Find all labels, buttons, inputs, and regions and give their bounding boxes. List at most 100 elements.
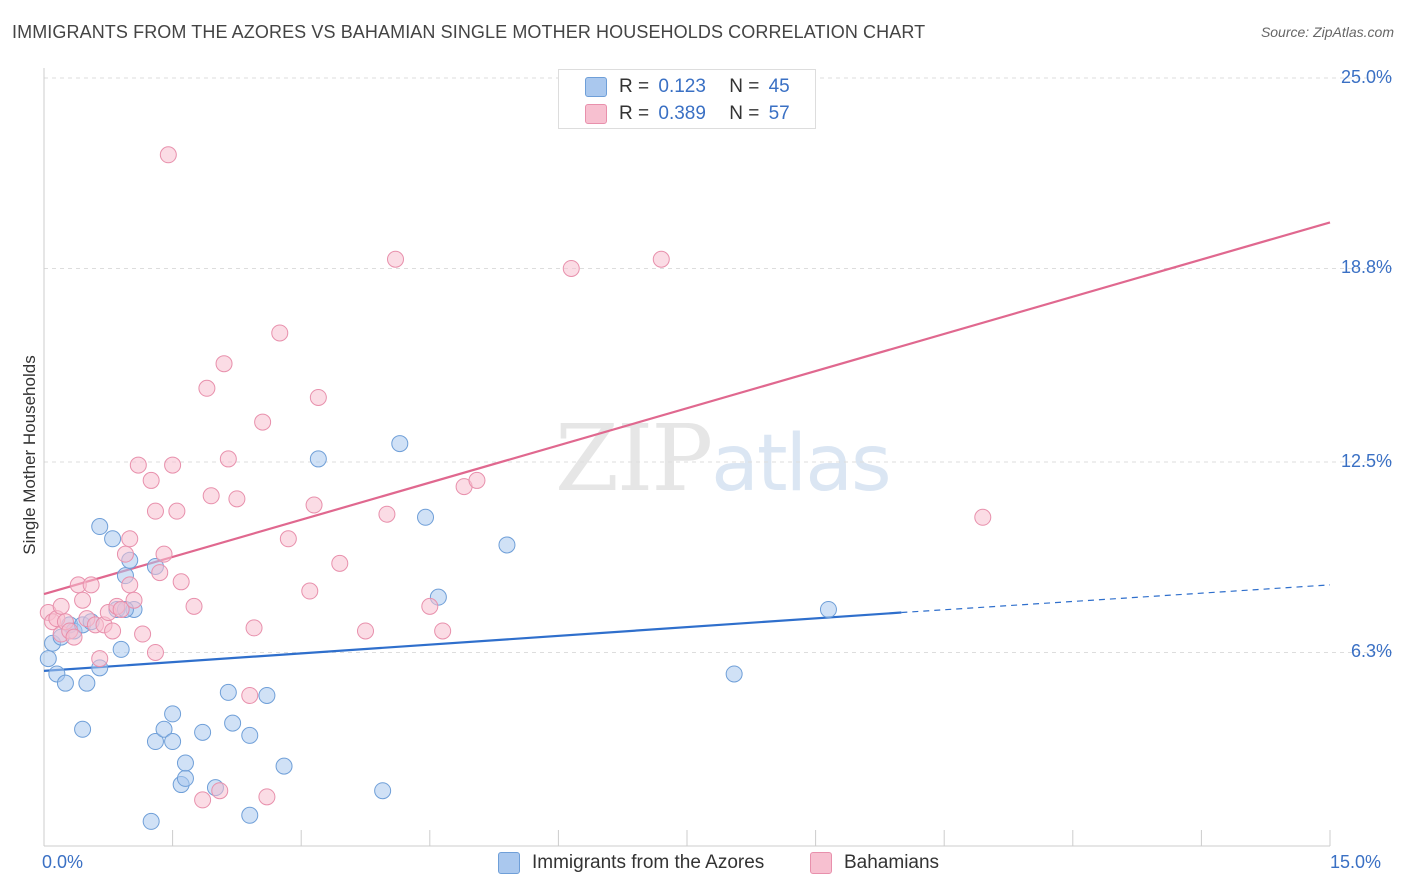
data-point [725,665,743,683]
watermark-atlas: atlas [711,419,891,509]
data-point [434,622,452,640]
data-point [134,625,152,643]
data-point [142,812,160,830]
data-point [91,650,109,668]
data-point [125,591,143,609]
data-point [417,508,435,526]
n-value: 57 [768,103,790,124]
data-point [121,530,139,548]
legend-text-azores: R = 0.123 N = 45 [619,76,790,98]
n-label: N = [729,76,760,97]
data-point [224,714,242,732]
legend-text-bahamians: R = 0.389 N = 57 [619,103,790,125]
series-swatch-bahamians [810,852,832,874]
series-label-bahamians: Bahamians [844,852,940,873]
data-point [65,628,83,646]
data-point [112,600,130,618]
data-point [194,723,212,741]
data-point [374,782,392,800]
chart-title: IMMIGRANTS FROM THE AZORES VS BAHAMIAN S… [12,22,926,42]
correlation-legend: R = 0.123 N = 45 R = 0.389 N = 57 [558,69,816,129]
data-point [241,806,259,824]
data-point [357,622,374,640]
data-point [159,146,177,164]
data-point [121,576,139,594]
data-point [271,324,289,342]
data-point [168,502,186,520]
axes [43,68,1331,847]
data-point [151,564,169,582]
data-point [91,518,109,536]
data-point [309,450,327,468]
data-point [301,582,319,600]
gridlines [44,77,1394,653]
data-point [52,597,70,615]
data-point [228,490,246,508]
data-point [974,508,992,526]
data-point [146,502,164,520]
data-point [245,619,263,637]
data-point [164,733,182,751]
legend-swatch-bahamians [585,104,607,124]
data-point [652,250,670,268]
data-point [211,782,229,800]
y-tick-label: 25.0% [1340,67,1392,87]
data-point [146,733,164,751]
r-label: R = [619,103,650,124]
series-legend-bahamians: Bahamians [810,852,939,874]
data-point [258,788,276,806]
data-point [155,720,173,738]
data-point [185,597,203,615]
data-point [176,754,194,772]
data-point [391,435,409,453]
y-tick-label: 6.3% [1350,641,1392,662]
data-point [104,530,122,548]
data-point [254,413,272,431]
y-tick-label: 18.8% [1340,257,1392,278]
series-points-1 [39,146,992,809]
trend-lines [43,221,1331,672]
data-point [309,388,327,406]
data-point [241,686,259,704]
data-point [172,573,190,591]
data-point [142,471,160,489]
trend-line-extension-0 [901,584,1331,614]
series-points-0 [39,435,837,830]
legend-swatch-azores [585,77,607,97]
data-point [164,456,182,474]
data-point [562,259,580,277]
data-point [56,674,74,692]
data-point [155,545,173,563]
r-value: 0.389 [658,103,706,124]
n-label: N = [729,103,760,124]
data-point [164,705,182,723]
trend-line-0 [43,611,902,672]
data-point [219,683,237,701]
data-point [241,726,259,744]
data-point [39,650,57,668]
data-points [39,146,992,830]
series-swatch-azores [498,852,520,874]
data-point [202,487,220,505]
data-point [74,591,92,609]
x-tick-label-min: 0.0% [42,852,84,872]
x-tick-label-max: 15.0% [1330,852,1382,872]
y-tick-label: 12.5% [1340,451,1392,471]
data-point [194,791,212,809]
data-point [819,600,837,618]
series-legend-azores: Immigrants from the Azores [498,852,764,874]
data-point [421,597,439,615]
trend-line-1 [43,221,1331,596]
data-point [104,622,122,640]
chart-source: Source: ZipAtlas.com [1260,24,1394,40]
series-label-azores: Immigrants from the Azores [532,852,765,873]
data-point [387,250,405,268]
data-point [198,379,216,397]
data-point [129,456,147,474]
data-point [378,505,396,523]
data-point [112,640,130,658]
data-point [498,536,516,554]
n-value: 45 [768,76,790,97]
data-point [275,757,293,775]
